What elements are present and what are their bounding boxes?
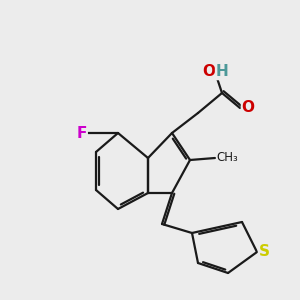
Text: O: O [202, 64, 215, 80]
Text: H: H [216, 64, 228, 80]
Text: S: S [259, 244, 269, 260]
Text: F: F [77, 125, 87, 140]
Text: O: O [242, 100, 254, 116]
Text: CH₃: CH₃ [217, 152, 238, 164]
